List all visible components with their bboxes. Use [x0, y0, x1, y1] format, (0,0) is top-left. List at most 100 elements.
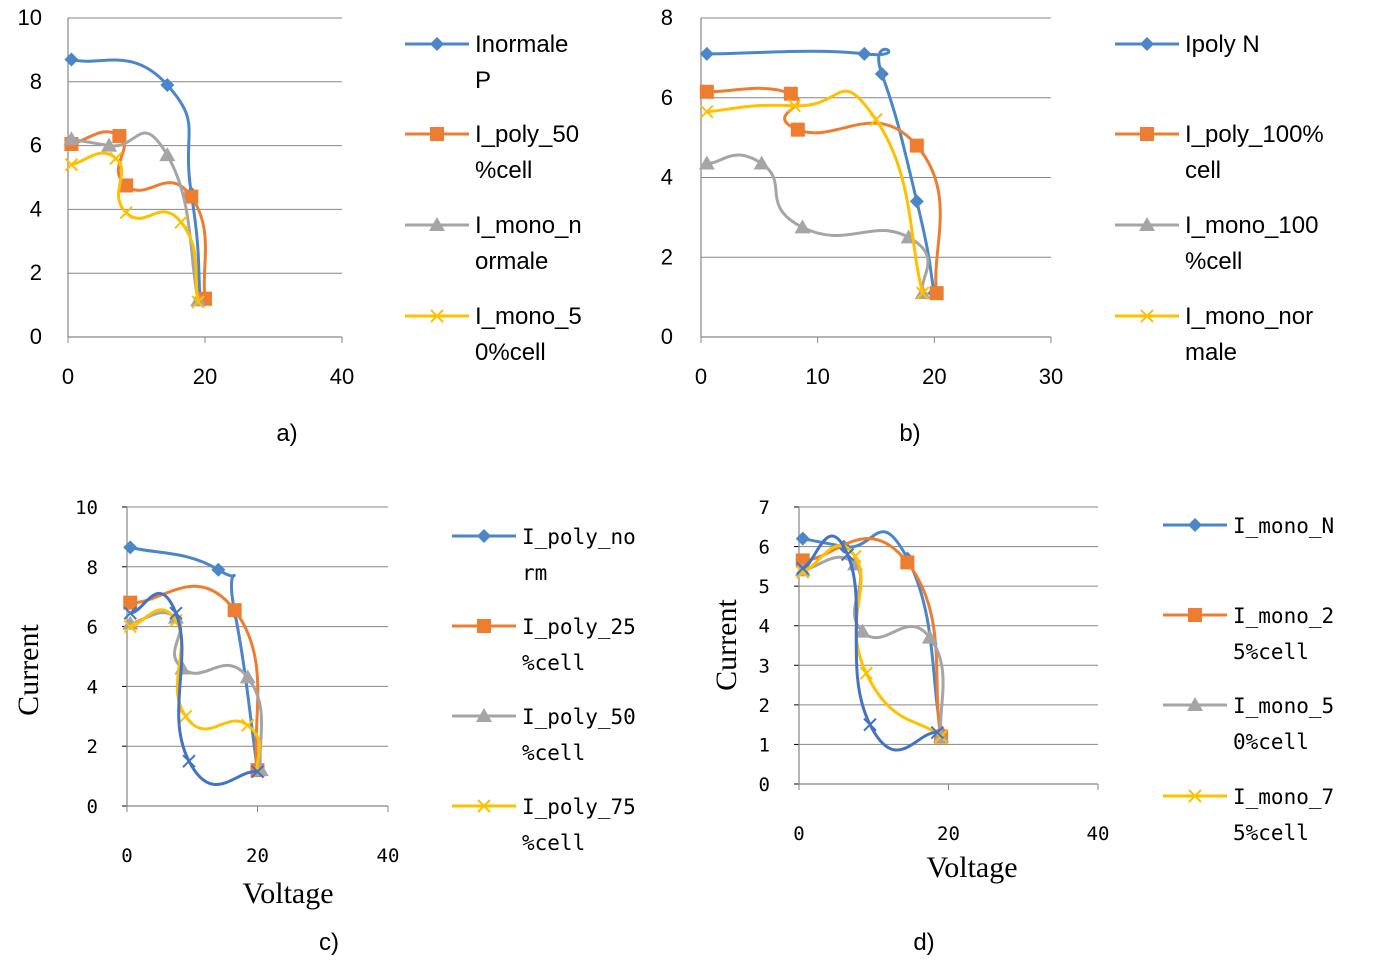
chart-2: 0 2 4 6 8 0 10 20 30 Ipoly N I_poly_100%cell I_mono… [661, 5, 1324, 389]
data-point [783, 86, 798, 101]
data-point [859, 666, 873, 680]
data-point [119, 205, 133, 220]
legend-label: P [475, 67, 491, 94]
y-tick-label: 2 [30, 260, 42, 285]
legend-label: I_mono_n [475, 212, 582, 239]
y-tick-label: 3 [759, 655, 770, 677]
legend-label: 5%cell [1233, 821, 1309, 845]
y-tick-label: 8 [30, 69, 42, 94]
y-tick-label: 4 [661, 165, 673, 190]
data-point [184, 189, 199, 204]
y-tick-label: 0 [30, 324, 42, 349]
legend-entry-3: I_mono_normale [405, 212, 582, 275]
data-point [796, 565, 810, 580]
legend-marker [477, 529, 491, 543]
data-point [700, 104, 714, 119]
y-tick-label: 4 [87, 676, 98, 698]
legend-entry-3: I_poly_50 %cell [452, 705, 636, 765]
legend-marker [1188, 518, 1202, 532]
y-tick-label: 2 [759, 695, 770, 717]
legend-marker [477, 799, 491, 813]
series-4 [796, 544, 948, 744]
data-point [109, 151, 123, 166]
panel-label-c: c) [319, 929, 339, 956]
chart-4: 0 1 2 3 4 5 6 7 0 20 40 Voltage Current I_mono_N I_mon… [710, 497, 1334, 884]
series-line [706, 47, 936, 294]
series-line [802, 544, 942, 738]
data-point [854, 623, 871, 638]
data-point [179, 709, 193, 724]
legend-label: I_poly_50 [475, 121, 579, 148]
legend-label: %cell [522, 741, 585, 765]
y-tick-label: 6 [87, 617, 98, 639]
legend-label: Inormale [475, 31, 568, 58]
legend-label: I_poly_25 [522, 615, 636, 639]
data-point [909, 138, 924, 153]
legend-entry-2: I_poly_100%cell [1115, 121, 1324, 184]
data-point [160, 77, 175, 92]
series-line [129, 545, 259, 771]
legend-entry-1: I_poly_norm [452, 525, 636, 585]
legend-marker [429, 217, 445, 231]
data-point [123, 540, 138, 555]
data-point [840, 547, 855, 562]
data-point [909, 194, 924, 209]
data-point [119, 178, 134, 193]
series-line [71, 151, 200, 303]
panel-label-d: d) [913, 929, 934, 956]
legend-label: %cell [475, 157, 532, 184]
series-line [706, 153, 930, 294]
series-line [129, 592, 258, 786]
data-point [182, 754, 196, 768]
series-4 [123, 608, 265, 779]
data-point [787, 99, 802, 113]
data-point [874, 66, 889, 81]
y-tick-label: 1 [759, 734, 770, 756]
y-axis-title: Current [710, 599, 743, 691]
legend-entry-4: I_mono_5 0%cell [405, 303, 582, 366]
x-tick-label: 30 [1039, 364, 1063, 389]
y-tick-label: 10 [18, 5, 42, 30]
legend-entry-4: I_poly_75 %cell [452, 795, 636, 855]
x-axis-title: Voltage [926, 851, 1017, 884]
y-tick-label: 2 [87, 736, 98, 758]
chart-1: 0 2 4 6 8 10 0 20 40 Inormale P I_poly_50 %cell I_mon… [18, 5, 582, 389]
data-point [211, 562, 226, 577]
data-point [699, 46, 714, 61]
data-point [790, 122, 805, 137]
y-tick-label: 4 [759, 616, 770, 638]
y-tick-label: 8 [661, 5, 673, 30]
y-tick-label: 6 [759, 537, 770, 559]
x-tick-label: 0 [695, 364, 707, 389]
legend-marker [1187, 697, 1203, 711]
data-point [174, 215, 188, 229]
data-point [169, 606, 183, 620]
data-point [227, 603, 242, 618]
data-point [869, 112, 883, 127]
legend-entry-1: Inormale P [405, 31, 568, 94]
x-tick-label: 0 [62, 364, 74, 389]
series-3 [698, 153, 931, 300]
legend-label: I_mono_5 [475, 303, 582, 330]
data-point [64, 52, 79, 67]
y-tick-label: 5 [759, 576, 770, 598]
legend-label: I_mono_nor [1185, 303, 1313, 330]
legend-marker [1140, 309, 1154, 323]
series-line [129, 608, 262, 772]
data-point [863, 717, 877, 732]
legend-marker [1139, 217, 1155, 231]
legend-label: cell [1185, 157, 1221, 184]
x-tick-label: 20 [922, 364, 946, 389]
legend-label: I_mono_100 [1185, 212, 1318, 239]
legend-label: 5%cell [1233, 640, 1309, 664]
x-tick-label: 20 [246, 845, 269, 867]
legend-entry-1: I_mono_N [1163, 514, 1334, 538]
legend-entry-2: I_poly_50 %cell [405, 121, 579, 184]
data-point [159, 147, 176, 162]
legend-marker [430, 37, 444, 51]
y-tick-label: 0 [87, 796, 98, 818]
data-point [123, 606, 137, 620]
x-tick-label: 20 [193, 364, 217, 389]
